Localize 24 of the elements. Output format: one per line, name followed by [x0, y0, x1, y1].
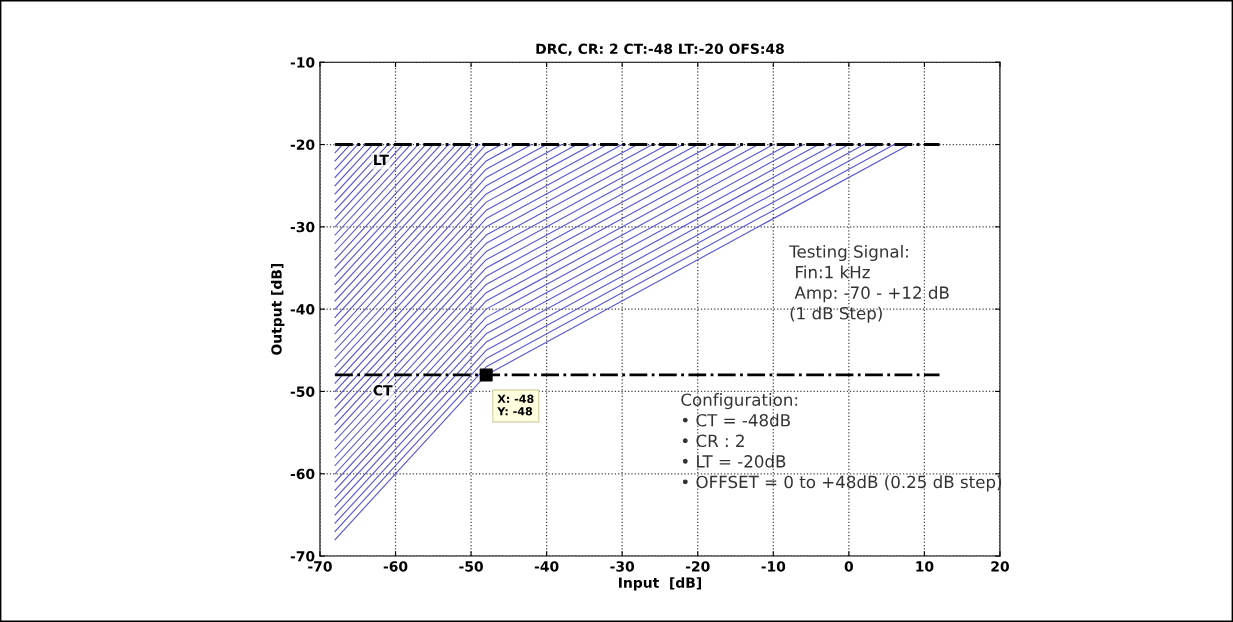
- x-tick-label: -20: [685, 561, 710, 572]
- series-label: LT: [374, 154, 389, 165]
- x-tick-label: -10: [761, 561, 786, 572]
- x-tick-label: -60: [383, 561, 408, 572]
- x-tick-label: 10: [916, 561, 934, 572]
- y-tick-label: -70: [290, 551, 315, 562]
- x-tick-label: 0: [844, 561, 854, 572]
- x-axis-title: Input [dB]: [619, 577, 701, 591]
- y-axis-title: Output [dB]: [271, 263, 285, 355]
- y-tick-label: -30: [290, 221, 315, 233]
- x-tick-label: -40: [534, 561, 559, 572]
- y-tick-label: -60: [290, 468, 315, 480]
- y-tick-label: -20: [290, 139, 315, 150]
- x-tick-label: -70: [308, 561, 332, 572]
- annotation: X: -48 Y: -48: [497, 394, 534, 416]
- x-tick-label: -30: [610, 561, 635, 572]
- chart-title: DRC, CR: 2 CT:-48 LT:-20 OFS:48: [536, 43, 784, 56]
- series-label: CT: [373, 385, 393, 396]
- y-tick-label: -10: [290, 57, 315, 68]
- y-tick-label: -40: [290, 304, 315, 315]
- y-tick-label: -50: [290, 386, 315, 397]
- x-tick-label: -50: [459, 561, 483, 572]
- x-tick-label: 20: [991, 561, 1009, 572]
- annotation: Testing Signal: Fin:1 kHz Amp: -70 - +12 dB (1 dB Step): [789, 244, 949, 323]
